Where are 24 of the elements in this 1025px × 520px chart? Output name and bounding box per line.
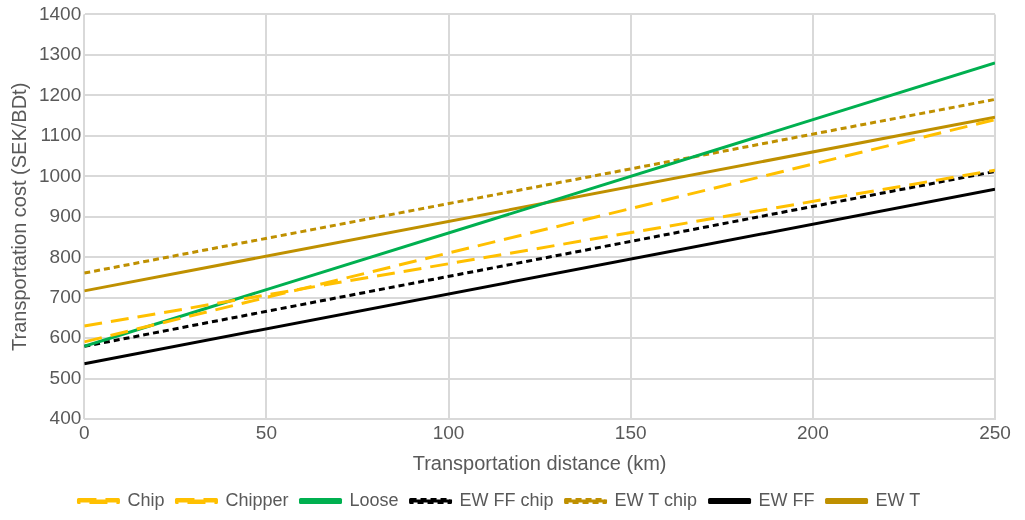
x-tick-label: 100	[432, 421, 465, 443]
legend-label: EW T chip	[614, 489, 697, 510]
y-tick-label: 1100	[40, 124, 82, 146]
legend-label: Chipper	[225, 489, 289, 510]
legend-label: Chip	[127, 489, 165, 510]
x-tick-label: 250	[979, 421, 1011, 443]
x-axis-title: Transportation distance (km)	[412, 451, 667, 474]
legend-label: EW T	[875, 489, 921, 510]
y-axis-title: Transportation cost (SEK/BDt)	[7, 82, 30, 351]
x-tick-label: 200	[797, 421, 829, 443]
y-tick-label: 1300	[38, 43, 82, 65]
y-tick-label: 1400	[38, 2, 82, 24]
x-tick-label: 150	[614, 421, 647, 443]
legend-label: EW FF chip	[459, 489, 554, 510]
y-tick-label: 700	[49, 285, 82, 307]
y-tick-label: 1200	[38, 83, 82, 105]
legend-label: EW FF	[758, 489, 815, 510]
x-tick-label: 50	[255, 421, 277, 443]
y-tick-label: 1000	[38, 164, 82, 186]
y-tick-label: 900	[49, 205, 82, 227]
legend-label: Loose	[349, 489, 399, 510]
y-tick-label: 600	[49, 326, 82, 348]
y-tick-label: 800	[49, 245, 82, 267]
y-tick-label: 500	[49, 366, 82, 388]
